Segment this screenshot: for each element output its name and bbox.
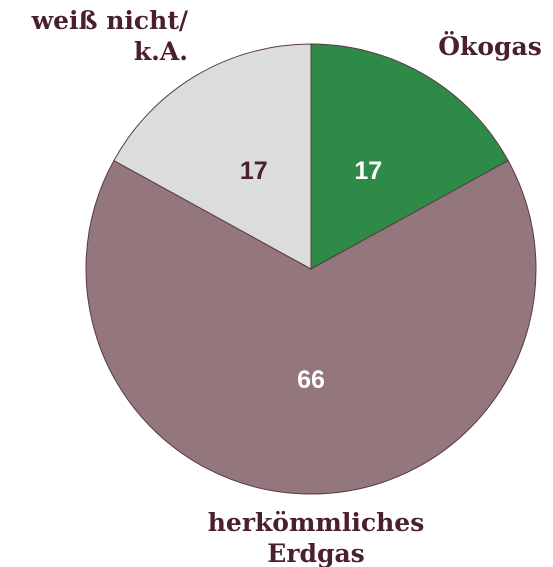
category-label-line: Ökogas (438, 32, 542, 61)
category-label-line: k.A. (134, 37, 188, 66)
category-label-line: Erdgas (267, 539, 364, 567)
value-label: 17 (354, 157, 382, 185)
category-label: Ökogas (438, 32, 542, 61)
pie-slice (310, 43, 509, 270)
category-label-line: weiß nicht/ (31, 6, 189, 35)
pie-slice (85, 159, 537, 495)
category-label: herkömmliches Erdgas (208, 508, 425, 567)
value-label: 17 (240, 157, 268, 185)
category-label-line: herkömmliches (208, 508, 425, 537)
pie-slice (113, 43, 312, 270)
value-label: 66 (297, 366, 325, 394)
category-label: weiß nicht/k.A. (31, 6, 189, 66)
